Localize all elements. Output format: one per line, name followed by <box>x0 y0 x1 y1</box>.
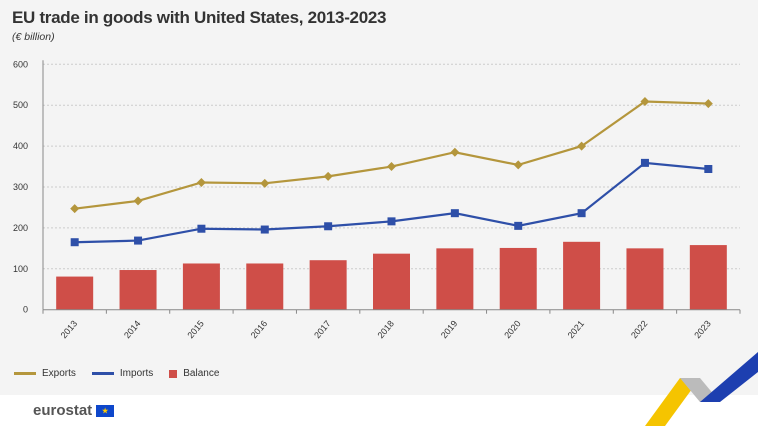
point-exports-2019 <box>450 147 460 157</box>
x-tick-label: 2018 <box>375 319 396 341</box>
point-exports-2018 <box>387 162 396 172</box>
y-tick-label: 300 <box>13 182 28 192</box>
line-exports <box>74 100 709 210</box>
point-exports-2014 <box>133 196 143 206</box>
point-exports-2021 <box>577 141 587 151</box>
point-exports-2015 <box>196 178 206 188</box>
eurostat-logo: eurostat ★ <box>33 402 115 419</box>
y-tick-label: 200 <box>13 223 28 233</box>
y-tick-label: 400 <box>13 141 28 151</box>
bar-balance-2019 <box>436 248 474 310</box>
bar-balance-2014 <box>119 270 157 310</box>
bar-balance-2021 <box>563 241 601 310</box>
point-exports-2017 <box>323 171 333 181</box>
bar-balance-2020 <box>499 247 537 310</box>
y-tick-label: 500 <box>13 100 28 110</box>
point-imports-2014 <box>134 236 143 245</box>
legend-label: Imports <box>119 368 154 379</box>
point-exports-2013 <box>70 204 80 214</box>
point-imports-2013 <box>70 238 79 247</box>
bar-balance-2013 <box>56 276 94 310</box>
x-tick-label: 2020 <box>502 319 523 341</box>
point-imports-2020 <box>514 221 523 230</box>
y-tick-label: 600 <box>13 59 28 69</box>
point-imports-2023 <box>704 165 713 174</box>
point-imports-2022 <box>640 158 649 167</box>
point-imports-2019 <box>450 209 459 218</box>
legend-imports: Imports <box>91 368 154 379</box>
chart-title: EU trade in goods with United States, 20… <box>12 8 387 27</box>
legend-label: Exports <box>42 368 76 379</box>
logo-text: eurostat <box>33 402 93 419</box>
y-tick-label: 100 <box>13 264 28 274</box>
chart-subtitle: (€ billion) <box>12 31 55 43</box>
x-tick-label: 2014 <box>122 319 143 341</box>
x-tick-label: 2022 <box>629 319 650 341</box>
balance-swatch <box>169 369 178 378</box>
legend: Exports Imports Balance <box>14 368 219 379</box>
bar-balance-2016 <box>246 263 284 310</box>
bar-balance-2023 <box>689 245 727 310</box>
chart: 0 100 200 300 400 500 600 2013 2014 2015 2016 2017 2… <box>13 59 741 341</box>
bar-balance-2015 <box>182 263 220 310</box>
footer <box>0 395 758 426</box>
point-exports-2022 <box>640 97 650 107</box>
x-tick-label: 2013 <box>59 319 80 341</box>
point-imports-2018 <box>387 217 396 226</box>
bar-balance-2022 <box>626 248 664 310</box>
legend-balance: Balance <box>169 368 219 379</box>
x-tick-label: 2021 <box>566 319 587 341</box>
y-tick-label: 0 <box>23 305 28 315</box>
exports-swatch <box>14 372 36 375</box>
point-imports-2016 <box>260 225 269 234</box>
point-exports-2020 <box>513 160 523 170</box>
point-imports-2017 <box>324 222 333 231</box>
bar-balance-2017 <box>309 260 347 310</box>
bar-balance-2018 <box>373 253 410 310</box>
point-imports-2021 <box>577 209 586 218</box>
legend-exports: Exports <box>14 368 76 379</box>
x-tick-label: 2017 <box>312 319 333 341</box>
x-tick-label: 2015 <box>185 319 206 341</box>
eu-flag-icon: ★ <box>96 404 115 417</box>
point-imports-2015 <box>197 224 206 233</box>
point-exports-2023 <box>703 99 713 109</box>
legend-label: Balance <box>183 368 220 379</box>
x-tick-label: 2019 <box>439 319 460 341</box>
x-tick-label: 2016 <box>249 319 270 341</box>
imports-swatch <box>91 372 114 375</box>
point-exports-2016 <box>260 178 270 188</box>
x-tick-label: 2023 <box>692 319 713 341</box>
line-imports <box>74 161 709 244</box>
